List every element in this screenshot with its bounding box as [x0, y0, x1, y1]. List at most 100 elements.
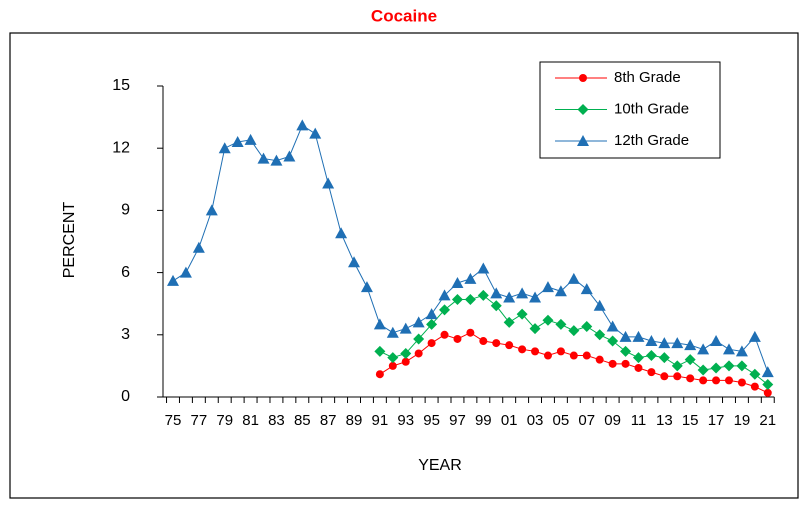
marker — [606, 320, 619, 332]
marker — [516, 308, 528, 320]
marker — [231, 135, 244, 147]
marker — [647, 368, 656, 377]
marker — [348, 256, 361, 268]
x-tick-label: 15 — [682, 412, 699, 429]
marker — [722, 343, 735, 355]
marker — [401, 357, 410, 366]
marker — [413, 333, 425, 345]
marker — [503, 316, 515, 328]
marker — [556, 347, 565, 356]
marker — [400, 347, 412, 359]
y-tick-label: 9 — [121, 202, 130, 219]
marker — [607, 335, 619, 347]
marker — [451, 294, 463, 306]
marker — [582, 351, 591, 360]
x-tick-label: 87 — [320, 412, 337, 429]
marker — [464, 272, 477, 284]
marker — [543, 351, 552, 360]
x-tick-label: 17 — [708, 412, 725, 429]
marker — [710, 362, 722, 374]
marker — [518, 345, 527, 354]
marker — [270, 154, 283, 166]
marker — [479, 337, 488, 346]
marker — [335, 227, 348, 239]
x-tick-label: 21 — [759, 412, 776, 429]
marker — [490, 300, 502, 312]
x-tick-label: 13 — [656, 412, 673, 429]
chart-title: Cocaine — [371, 6, 437, 25]
y-tick-label: 6 — [121, 264, 130, 281]
marker — [723, 360, 735, 372]
marker — [309, 127, 322, 139]
marker — [427, 339, 436, 348]
marker — [440, 330, 449, 339]
marker — [645, 335, 658, 347]
marker — [712, 376, 721, 385]
marker — [425, 308, 438, 320]
x-tick-label: 89 — [346, 412, 363, 429]
marker — [179, 266, 192, 278]
marker — [594, 329, 606, 341]
marker — [697, 364, 709, 376]
marker — [593, 299, 606, 311]
x-tick-label: 09 — [604, 412, 621, 429]
marker — [451, 276, 464, 288]
marker — [205, 204, 218, 216]
marker — [516, 287, 529, 299]
x-tick-label: 99 — [475, 412, 492, 429]
marker — [439, 304, 451, 316]
y-axis-label: PERCENT — [61, 202, 78, 279]
x-axis-label: YEAR — [418, 457, 462, 474]
marker — [736, 360, 748, 372]
marker — [426, 318, 438, 330]
marker — [580, 283, 593, 295]
marker — [608, 359, 617, 368]
marker — [503, 291, 516, 303]
marker — [554, 285, 567, 297]
marker — [464, 294, 476, 306]
legend-label: 12th Grade — [614, 132, 689, 149]
marker — [283, 150, 296, 162]
marker — [750, 382, 759, 391]
y-tick-label: 12 — [112, 139, 130, 156]
marker — [619, 330, 632, 342]
marker — [438, 289, 451, 301]
legend-label: 10th Grade — [614, 100, 689, 117]
x-tick-label: 11 — [631, 412, 647, 429]
x-tick-label: 79 — [216, 412, 233, 429]
x-tick-label: 77 — [191, 412, 208, 429]
marker — [595, 355, 604, 364]
marker — [724, 376, 733, 385]
marker — [387, 352, 399, 364]
marker — [577, 135, 589, 146]
x-tick-label: 91 — [372, 412, 389, 429]
x-tick-label: 07 — [578, 412, 595, 429]
marker — [375, 370, 384, 379]
marker — [632, 352, 644, 364]
marker — [762, 379, 774, 391]
marker — [567, 272, 580, 284]
x-tick-label: 81 — [242, 412, 259, 429]
marker — [167, 274, 179, 286]
marker — [244, 133, 257, 145]
marker — [412, 316, 425, 328]
marker — [490, 287, 503, 299]
marker — [735, 345, 748, 357]
marker — [686, 374, 695, 383]
x-tick-label: 01 — [501, 412, 518, 429]
marker — [699, 376, 708, 385]
marker — [399, 322, 412, 334]
marker — [658, 337, 671, 349]
marker — [477, 289, 489, 301]
marker — [671, 337, 684, 349]
marker — [257, 152, 270, 164]
marker — [645, 350, 657, 362]
marker — [673, 372, 682, 381]
legend-label: 8th Grade — [614, 69, 681, 86]
x-tick-label: 95 — [423, 412, 440, 429]
marker — [218, 142, 231, 154]
marker — [453, 334, 462, 343]
marker — [388, 361, 397, 370]
marker — [749, 368, 761, 380]
